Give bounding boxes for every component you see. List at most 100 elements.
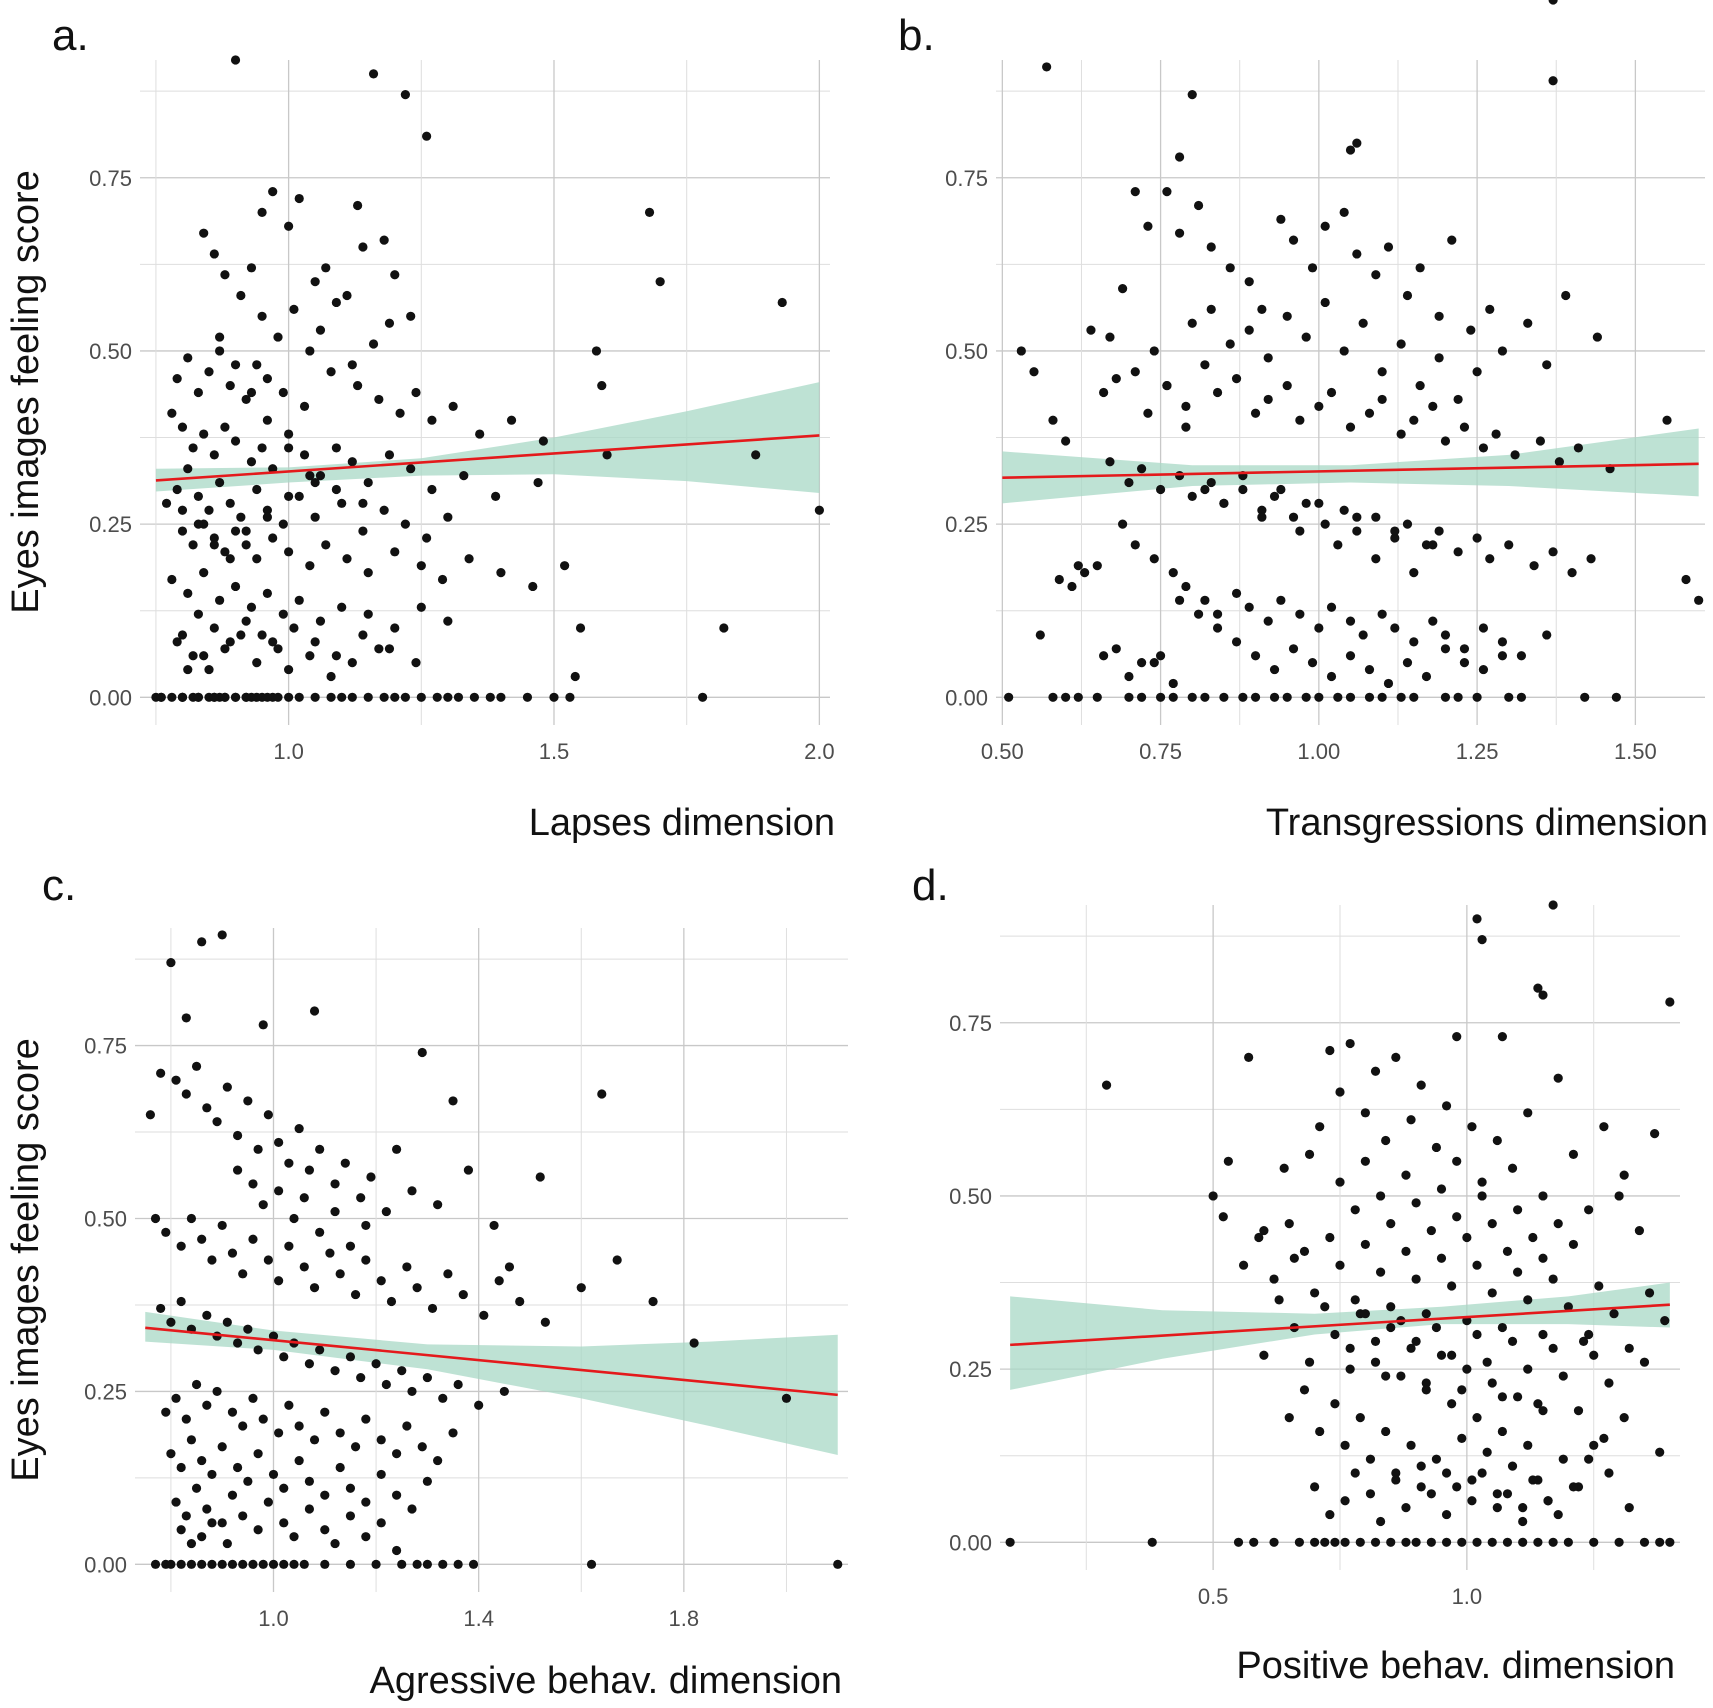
data-point — [1149, 554, 1159, 564]
data-point — [1487, 1288, 1497, 1298]
data-point — [1477, 1191, 1487, 1201]
data-point — [177, 526, 188, 536]
data-point — [241, 526, 251, 536]
data-point — [689, 1338, 699, 1348]
data-point — [422, 131, 432, 141]
data-point — [1304, 1149, 1315, 1159]
data-point — [374, 394, 384, 405]
data-point — [506, 415, 517, 425]
x-tick-label: 1.50 — [1614, 739, 1657, 764]
data-point — [1029, 367, 1039, 377]
data-point — [1409, 637, 1419, 647]
data-point — [1244, 277, 1254, 287]
data-point — [1315, 1426, 1325, 1437]
data-point — [1187, 491, 1197, 502]
data-point — [186, 1538, 197, 1549]
data-point — [325, 1248, 335, 1258]
data-point — [1105, 457, 1115, 467]
data-point — [1238, 692, 1248, 702]
data-point — [437, 574, 448, 585]
data-point — [252, 658, 262, 668]
data-point — [1005, 1537, 1015, 1547]
data-point — [197, 1234, 207, 1244]
data-point — [1548, 76, 1558, 86]
data-point — [345, 1511, 356, 1521]
data-point — [299, 401, 310, 411]
data-point — [1434, 353, 1444, 363]
data-point — [407, 1386, 417, 1397]
data-point — [390, 692, 400, 702]
data-point — [376, 1469, 386, 1480]
data-point — [1440, 630, 1451, 640]
data-point — [289, 1213, 299, 1224]
data-point — [304, 1165, 315, 1175]
data-point — [326, 692, 336, 702]
data-point — [1516, 651, 1527, 661]
data-point — [1295, 526, 1305, 536]
data-point — [371, 1559, 381, 1569]
data-point — [1452, 1212, 1462, 1222]
data-point — [358, 498, 368, 508]
data-point — [1335, 1087, 1345, 1097]
data-point — [1467, 1475, 1477, 1485]
data-point — [1352, 249, 1362, 259]
data-point — [475, 429, 485, 439]
data-point — [1497, 637, 1508, 647]
data-point — [1061, 436, 1071, 446]
data-point — [422, 1476, 432, 1486]
data-point — [1472, 914, 1482, 924]
data-point — [172, 484, 182, 495]
data-point — [1568, 1239, 1579, 1250]
data-point — [1370, 1066, 1381, 1076]
data-point — [320, 1407, 330, 1417]
data-point — [1639, 1357, 1650, 1367]
data-point — [274, 1186, 284, 1196]
data-point — [1181, 401, 1191, 411]
data-point — [411, 387, 421, 398]
data-point — [1528, 1475, 1538, 1485]
data-point — [176, 1462, 186, 1473]
panel-a: 0.00 0.25 0.50 0.75 1.0 1.5 2.0 Lapses dimensio… — [5, 11, 835, 844]
data-point — [199, 568, 209, 578]
data-point — [320, 1490, 330, 1500]
data-point — [207, 1469, 217, 1480]
data-point — [1624, 1343, 1634, 1353]
data-point — [181, 1511, 191, 1521]
data-point — [220, 547, 230, 557]
data-point — [1326, 671, 1337, 682]
data-point — [183, 664, 193, 675]
data-point — [309, 1006, 320, 1016]
data-point — [1269, 491, 1280, 502]
data-point — [1377, 692, 1387, 702]
data-point — [1099, 387, 1109, 398]
data-point — [252, 692, 262, 702]
data-point — [1406, 1115, 1416, 1125]
data-point — [1523, 318, 1533, 328]
data-point — [1518, 1516, 1528, 1527]
x-tick-label: 1.5 — [539, 739, 570, 764]
data-point — [1507, 1163, 1518, 1173]
scatter-points — [1004, 62, 1704, 702]
data-point — [1320, 221, 1330, 231]
data-point — [1200, 360, 1210, 370]
data-point — [331, 297, 341, 308]
data-point — [230, 692, 241, 702]
data-point — [1371, 512, 1381, 522]
y-tick-label: 0.00 — [949, 1530, 992, 1555]
data-point — [1238, 484, 1248, 495]
data-point — [374, 644, 384, 654]
data-point — [207, 1255, 217, 1265]
data-point — [1257, 505, 1267, 515]
scatter-points — [1005, 0, 1675, 1547]
data-point — [1299, 1385, 1310, 1395]
data-point — [337, 692, 347, 702]
data-point — [1130, 187, 1140, 197]
data-point — [197, 1532, 207, 1542]
data-point — [591, 346, 602, 356]
data-point — [1457, 1433, 1467, 1443]
data-point — [232, 1462, 243, 1473]
data-point — [1250, 651, 1261, 661]
data-point — [279, 1352, 289, 1362]
data-point — [1487, 1219, 1497, 1229]
data-point — [1457, 1385, 1467, 1395]
